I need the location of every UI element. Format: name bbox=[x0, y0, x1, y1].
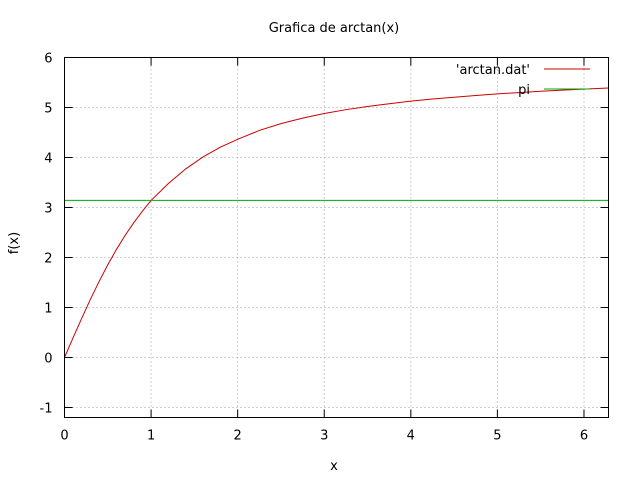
y-tick-label: 1 bbox=[44, 302, 52, 317]
x-tick-label: 0 bbox=[60, 429, 68, 444]
x-tick-label: 4 bbox=[407, 429, 415, 444]
x-tick-label: 5 bbox=[493, 429, 501, 444]
grid bbox=[64, 57, 609, 418]
y-tick-label: 4 bbox=[44, 152, 52, 167]
legend: 'arctan.dat' pi bbox=[456, 63, 590, 98]
x-tick-label: 3 bbox=[320, 429, 328, 444]
legend-label-0: 'arctan.dat' bbox=[456, 63, 530, 78]
plot-frame bbox=[64, 57, 609, 418]
series-layer bbox=[64, 87, 609, 358]
x-tick-label: 1 bbox=[147, 429, 155, 444]
y-tick-label: 3 bbox=[44, 202, 52, 217]
y-tick-label: 6 bbox=[44, 52, 52, 67]
y-tick-label: -1 bbox=[40, 402, 53, 417]
y-tick-label: 2 bbox=[44, 252, 52, 267]
series-line-0 bbox=[64, 87, 609, 358]
y-axis-label: f(x) bbox=[7, 232, 22, 254]
x-tick-label: 2 bbox=[234, 429, 242, 444]
y-tick-label: 0 bbox=[44, 352, 52, 367]
chart-title: Grafica de arctan(x) bbox=[269, 21, 400, 36]
axis-ticks: 0 1 2 3 4 5 6 -1 0 1 2 3 4 5 6 bbox=[40, 52, 609, 444]
x-axis-label: x bbox=[330, 459, 338, 474]
x-tick-label: 6 bbox=[580, 429, 588, 444]
y-tick-label: 5 bbox=[44, 102, 52, 117]
legend-label-1: pi bbox=[518, 83, 530, 98]
